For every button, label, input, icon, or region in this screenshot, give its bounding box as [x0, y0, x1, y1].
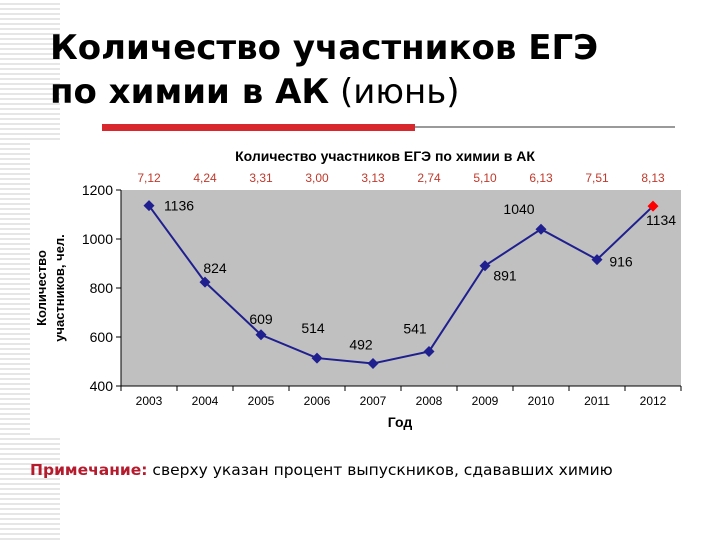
slide-title-suffix: (июнь) [329, 72, 460, 112]
title-underline-red [102, 124, 415, 131]
line-chart: Количество участников ЕГЭ по химии в АК … [30, 143, 686, 435]
value-label: 824 [203, 260, 227, 276]
percent-label: 3,31 [249, 171, 273, 185]
x-tick-label: 2004 [192, 394, 219, 408]
value-label: 1134 [646, 212, 676, 228]
axes [116, 189, 682, 391]
data-point [255, 329, 267, 341]
slide-title: Количество участников ЕГЭ по химии в АК … [50, 26, 690, 114]
data-point [199, 276, 211, 288]
percent-label: 5,10 [473, 171, 497, 185]
x-tick-label: 2009 [472, 394, 499, 408]
value-label: 609 [249, 311, 273, 327]
x-tick-label: 2007 [360, 394, 387, 408]
x-tick-label: 2005 [248, 394, 275, 408]
y-axis-label-line1: Количество [34, 250, 49, 326]
footnote: Примечание: сверху указан процент выпуск… [30, 461, 710, 479]
percent-label: 2,74 [417, 171, 441, 185]
value-label: 492 [349, 336, 373, 352]
y-axis-label-line2: участников, чел. [52, 234, 67, 342]
x-tick-label: 2003 [136, 394, 163, 408]
data-point [479, 260, 491, 272]
data-point [591, 254, 603, 266]
y-tick-label: 1000 [82, 231, 113, 247]
value-label: 891 [493, 268, 517, 284]
x-tick-label: 2010 [528, 394, 555, 408]
chart-container: Количество участников ЕГЭ по химии в АК … [30, 143, 686, 435]
percent-label: 3,13 [361, 171, 385, 185]
value-label: 916 [609, 254, 633, 270]
x-tick-label: 2012 [640, 394, 667, 408]
x-tick-label: 2006 [304, 394, 331, 408]
data-point [311, 352, 323, 364]
y-tick-label: 600 [90, 329, 114, 345]
footnote-label: Примечание: [30, 461, 148, 479]
percent-label: 7,51 [585, 171, 609, 185]
percent-label: 6,13 [529, 171, 553, 185]
x-tick-label: 2011 [584, 394, 610, 408]
data-point [143, 200, 155, 212]
value-label: 1040 [503, 201, 534, 217]
data-point [423, 345, 435, 357]
percent-label: 8,13 [641, 171, 665, 185]
data-point [367, 357, 379, 369]
value-label: 541 [403, 320, 427, 336]
footnote-text: сверху указан процент выпускников, сдава… [147, 461, 613, 479]
slide-title-line2: по химии в АК [50, 72, 330, 112]
value-label: 1136 [164, 198, 194, 214]
data-point-highlighted [647, 200, 659, 212]
labels: 400 600 800 1000 1200 2003 2004 2005 2006 2007 200… [82, 171, 676, 408]
title-underline-gray [415, 126, 675, 128]
chart-title: Количество участников ЕГЭ по химии в АК [235, 148, 535, 164]
series-line [148, 205, 654, 365]
x-axis-label: Год [388, 414, 413, 430]
y-tick-label: 800 [90, 280, 114, 296]
percent-label: 3,00 [305, 171, 329, 185]
series [143, 200, 659, 369]
percent-label: 7,12 [137, 171, 161, 185]
x-tick-label: 2008 [416, 394, 443, 408]
percent-label: 4,24 [193, 171, 217, 185]
slide-title-line1: Количество участников ЕГЭ [50, 28, 599, 68]
y-tick-label: 400 [90, 378, 114, 394]
data-point [535, 223, 547, 235]
value-label: 514 [301, 320, 325, 336]
y-tick-label: 1200 [82, 182, 113, 198]
plot-area [121, 190, 681, 386]
